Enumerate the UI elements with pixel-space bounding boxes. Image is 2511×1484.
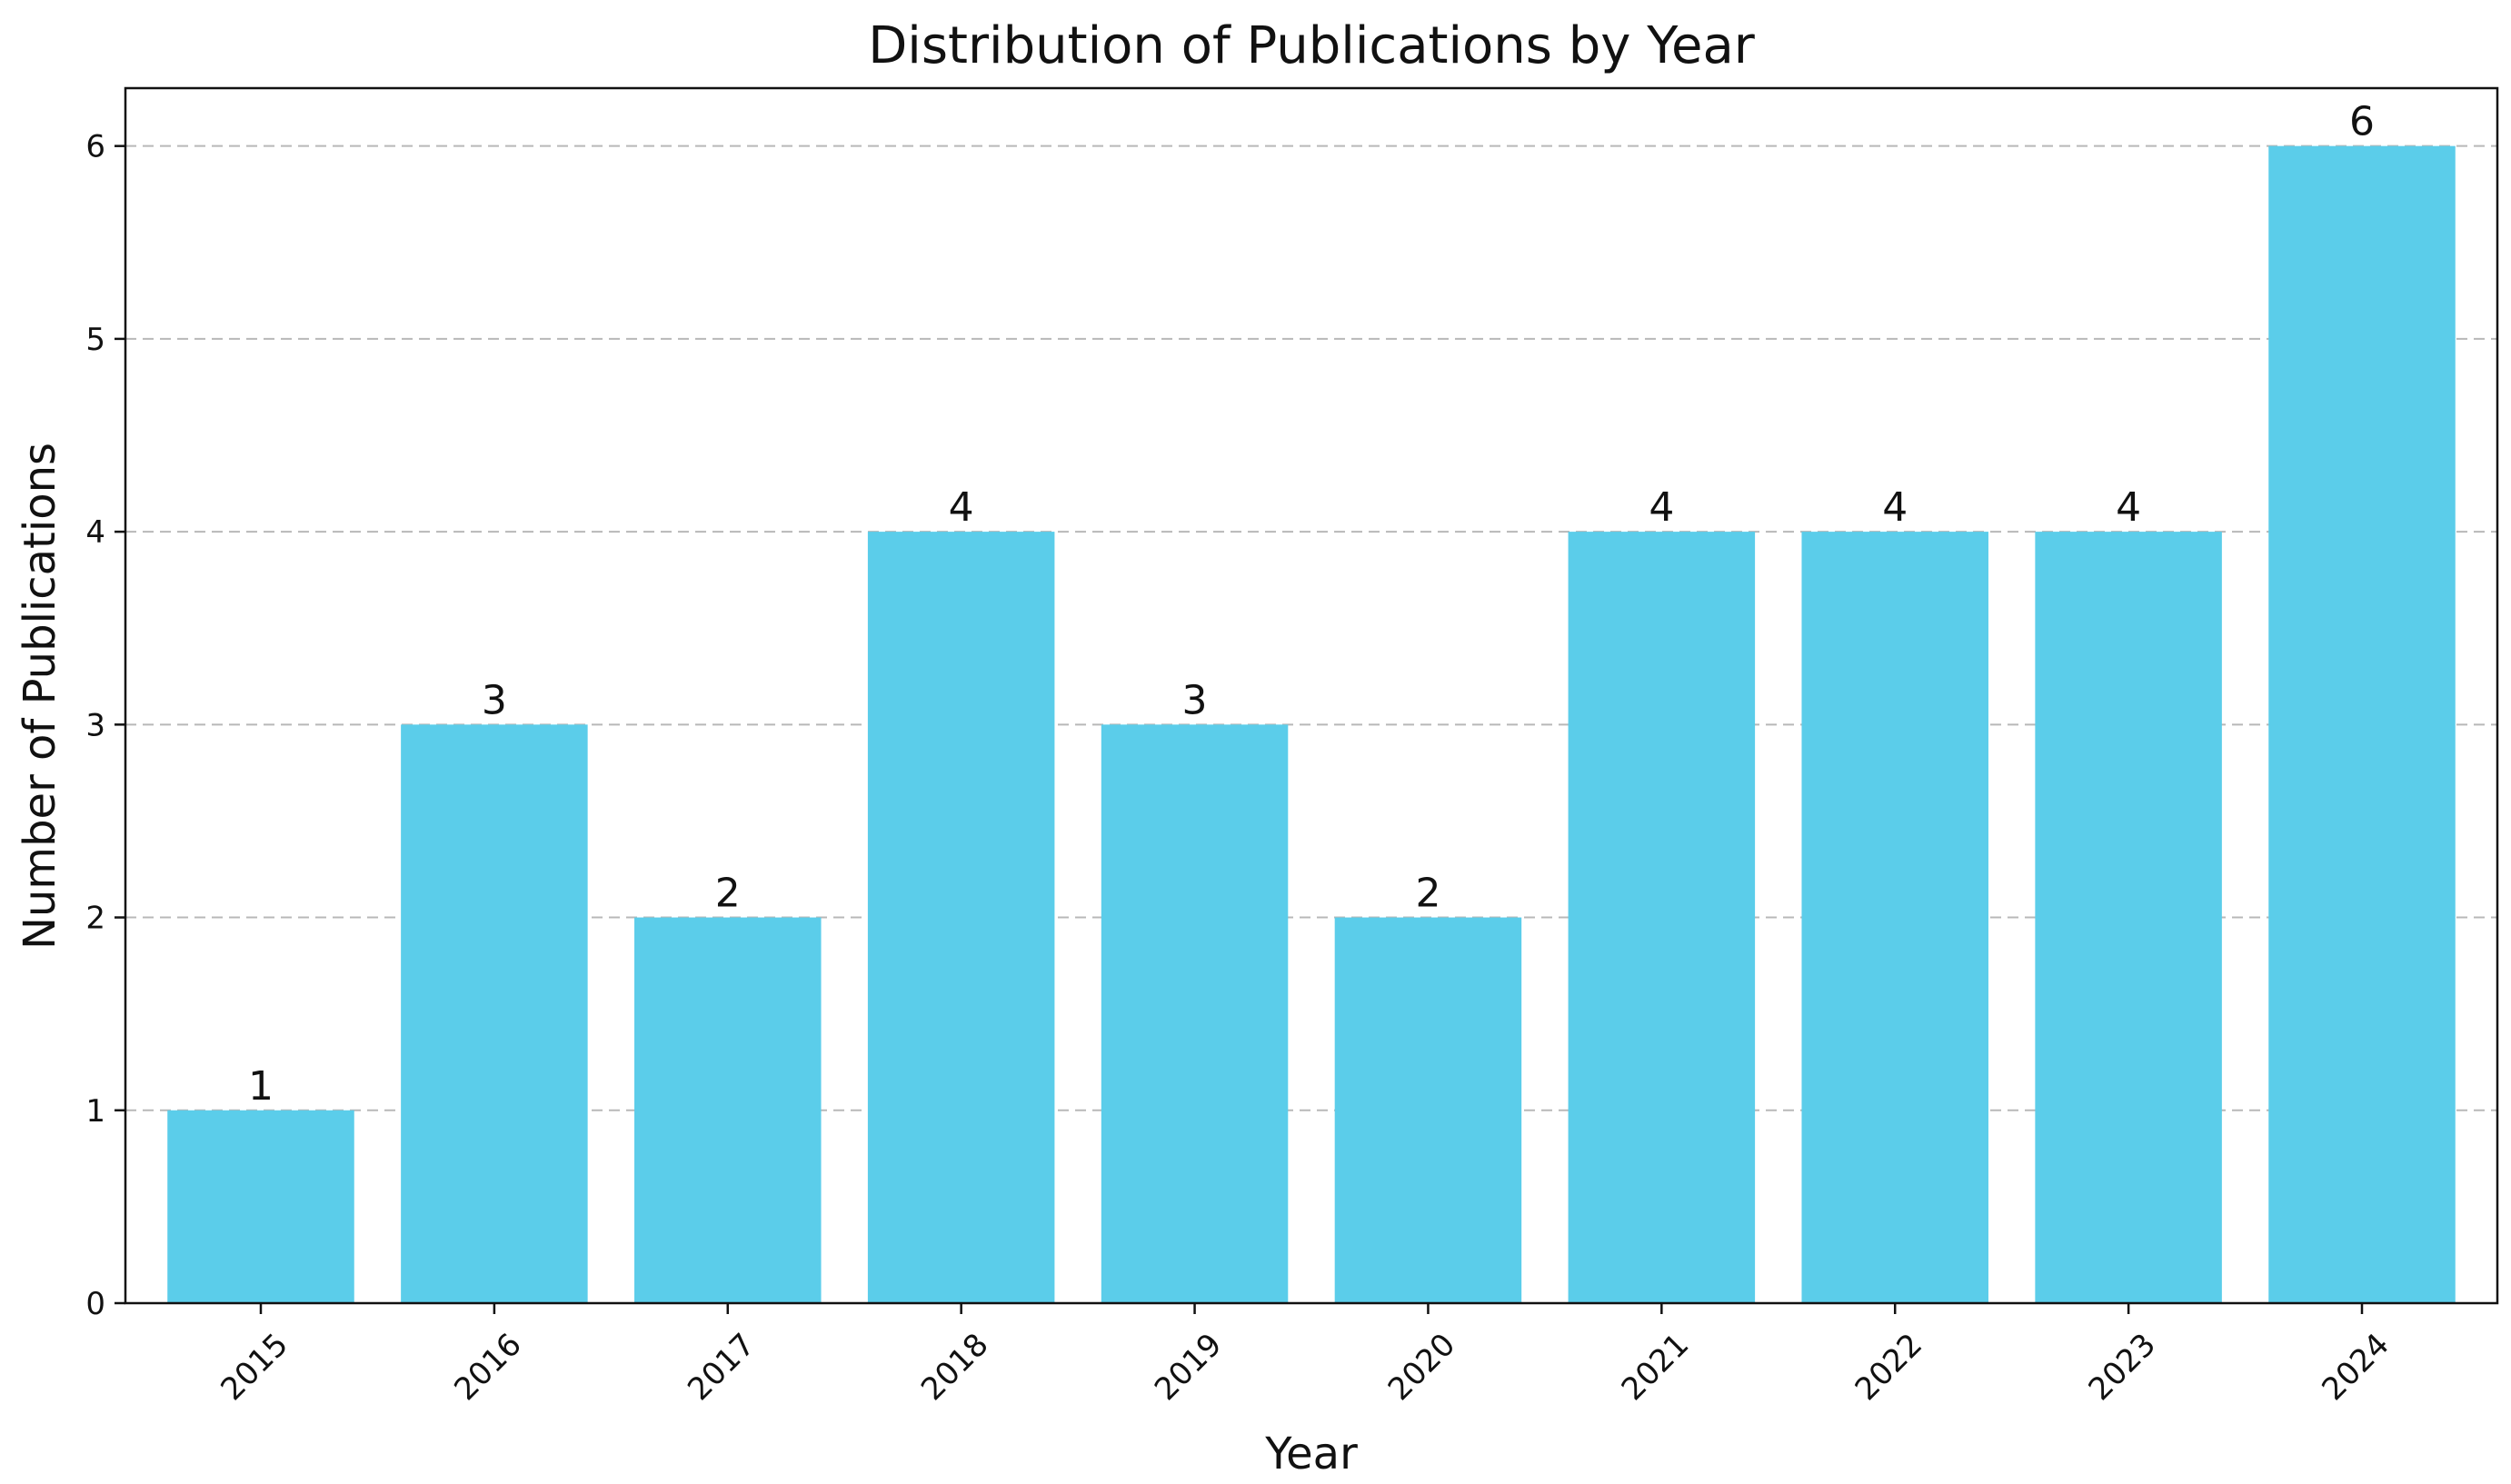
bar-2015	[167, 1110, 354, 1303]
bar-value-label: 6	[2349, 99, 2375, 145]
bar-value-label: 1	[248, 1063, 274, 1110]
bar-2017	[634, 917, 822, 1303]
bar-value-label: 3	[1182, 677, 1208, 723]
y-tick-label: 6	[85, 129, 105, 165]
x-tick-label: 2021	[1615, 1327, 1696, 1408]
x-axis: 2015 2016 2017 2018 2019 2020 2021 2022 2023 2024	[214, 1303, 2396, 1408]
y-tick-label: 5	[85, 322, 105, 358]
plot-frame	[124, 86, 2499, 1305]
x-tick-label: 2020	[1381, 1327, 1462, 1408]
x-tick-label: 2019	[1148, 1327, 1229, 1408]
bar-value-label: 4	[2116, 484, 2141, 531]
bar-2020	[1334, 917, 1522, 1303]
y-axis-label: Number of Publications	[15, 443, 65, 950]
bar-2024	[2268, 145, 2456, 1304]
x-tick-label: 2022	[1848, 1327, 1929, 1408]
x-tick-label: 2017	[681, 1327, 762, 1408]
y-tick-label: 2	[85, 901, 105, 937]
bar-value-label: 4	[949, 484, 974, 531]
x-tick-label: 2023	[2082, 1327, 2163, 1408]
bar-value-label: 4	[1649, 484, 1674, 531]
y-tick-label: 0	[85, 1286, 105, 1322]
x-tick-label: 2016	[447, 1327, 528, 1408]
x-tick-label: 2024	[2315, 1327, 2396, 1408]
y-tick-label: 4	[85, 514, 105, 551]
x-tick-label: 2015	[214, 1327, 294, 1408]
bar-value-label: 2	[1415, 871, 1440, 917]
y-tick-label: 1	[85, 1093, 105, 1130]
x-axis-label: Year	[1264, 1429, 1358, 1479]
bar-2018	[867, 532, 1055, 1303]
bar-2021	[1568, 532, 1756, 1303]
bar-2016	[401, 724, 588, 1303]
bar-value-label: 3	[482, 677, 507, 723]
bar-value-labels: 1 3 2 4 3 2 4 4 4 6	[248, 99, 2375, 1110]
x-tick-label: 2018	[914, 1327, 995, 1408]
bar-2022	[1801, 532, 1988, 1303]
bar-2023	[2035, 532, 2222, 1303]
bar-value-label: 2	[715, 871, 741, 917]
bar-value-label: 4	[1882, 484, 1908, 531]
bars	[167, 145, 2456, 1304]
y-tick-label: 3	[85, 707, 105, 743]
chart-title: Distribution of Publications by Year	[868, 16, 1756, 75]
bar-2019	[1101, 724, 1289, 1303]
y-axis: 0 1 2 3 4 5 6	[85, 129, 125, 1322]
